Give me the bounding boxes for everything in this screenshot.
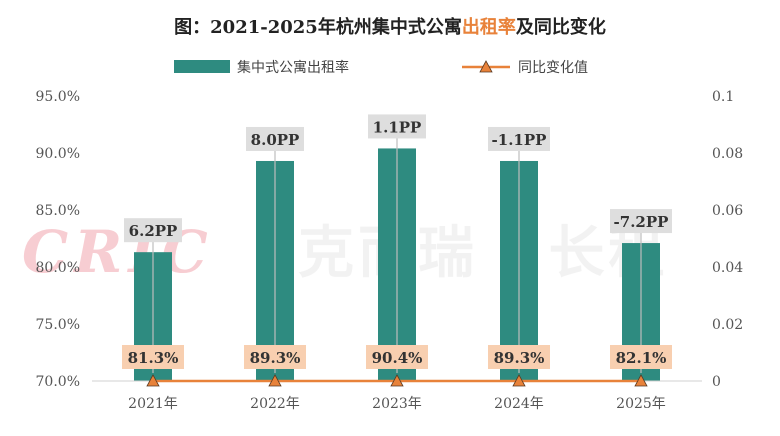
change-label-bg — [610, 209, 672, 234]
left-tick-label: 75.0% — [36, 317, 80, 333]
left-tick-label: 80.0% — [36, 260, 80, 276]
bar-value-label-bg — [122, 345, 184, 369]
right-tick-label: 0.04 — [712, 260, 743, 276]
change-label-bg — [246, 126, 304, 151]
change-value-label: 6.2PP — [129, 222, 178, 240]
x-tick-labels: 2021年 2022年 2023年 2024年 2025年 — [128, 396, 666, 412]
left-tick-label: 70.0% — [36, 374, 80, 390]
bar-value-label-bg — [244, 345, 306, 369]
bar-value-label: 82.1% — [616, 349, 667, 367]
bar-value-label: 89.3% — [250, 349, 301, 367]
chart-title: 图：2021-2025年杭州集中式公寓出租率及同比变化 — [174, 16, 606, 38]
watermark-text: 克而瑞 · 长租 — [298, 220, 669, 286]
line-markers — [146, 374, 648, 387]
title-highlight: 出租率 — [462, 16, 516, 38]
right-axis: 0 0.02 0.04 0.06 0.08 0.1 — [712, 89, 743, 390]
title-suffix: 及同比变化 — [516, 16, 606, 38]
change-value-label: 8.0PP — [251, 131, 300, 149]
legend-bar-label: 集中式公寓出租率 — [237, 59, 349, 76]
right-tick-label: 0.06 — [712, 203, 743, 219]
line-marker — [146, 374, 160, 387]
right-tick-label: 0.08 — [712, 146, 743, 162]
right-tick-label: 0 — [712, 374, 721, 390]
change-value-label: 1.1PP — [373, 118, 422, 136]
x-tick-label: 2021年 — [128, 396, 178, 412]
right-tick-label: 0.1 — [712, 89, 734, 105]
legend-marker-icon — [479, 60, 493, 73]
bar-value-label: 89.3% — [494, 349, 545, 367]
change-label-bg — [368, 114, 426, 139]
change-label-bg — [488, 126, 550, 151]
legend: 集中式公寓出租率 同比变化值 — [174, 59, 588, 76]
left-tick-label: 85.0% — [36, 203, 80, 219]
change-value-label: -7.2PP — [614, 213, 669, 231]
watermark: CRIC 克而瑞 · 长租 — [22, 218, 669, 286]
bar-value-label-bg — [366, 345, 428, 369]
change-value-label: -1.1PP — [492, 131, 547, 149]
legend-line-label: 同比变化值 — [518, 60, 588, 76]
right-tick-label: 0.02 — [712, 317, 743, 333]
line-marker — [512, 374, 526, 387]
left-tick-label: 95.0% — [36, 89, 80, 105]
x-tick-label: 2025年 — [616, 396, 666, 412]
left-tick-label: 90.0% — [36, 146, 80, 162]
data-labels: 81.3% 89.3% 90.4% 89.3% 82.1% 6.2PP 8.0PP 1.1PP… — [122, 114, 672, 369]
bar-value-label-bg — [610, 345, 672, 369]
bar-value-label: 90.4% — [372, 349, 423, 367]
x-tick-label: 2023年 — [372, 396, 422, 412]
x-tick-label: 2024年 — [494, 396, 544, 412]
title-prefix: 图：2021-2025年杭州集中式公寓 — [174, 16, 462, 38]
x-tick-label: 2022年 — [250, 396, 300, 412]
line-marker — [634, 374, 648, 387]
bar-value-label: 81.3% — [128, 349, 179, 367]
legend-bar-swatch — [174, 60, 230, 73]
left-axis: 70.0% 75.0% 80.0% 85.0% 90.0% 95.0% — [36, 89, 80, 390]
bar-value-label-bg — [488, 345, 550, 369]
change-label-bg — [124, 218, 182, 243]
line-marker — [390, 374, 404, 387]
line-marker — [268, 374, 282, 387]
